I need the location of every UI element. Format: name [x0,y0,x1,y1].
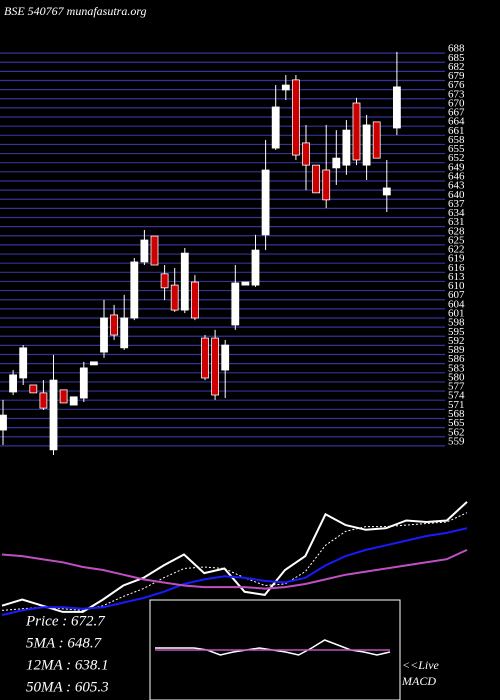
candle-body [0,414,7,431]
y-tick-label: 625 [448,234,465,246]
candle-body [302,142,310,166]
macd-label: <<Live [402,658,440,672]
candle-body [190,281,199,319]
candle-body [261,169,270,236]
y-tick-label: 685 [448,52,465,64]
y-tick-label: 661 [448,125,465,137]
y-tick-label: 565 [448,417,465,429]
candle-body [49,379,58,451]
info-text: Price : 672.7 [25,613,106,629]
y-tick-label: 610 [448,280,465,292]
candle-body [69,396,78,406]
y-tick-label: 673 [448,88,465,100]
y-tick-label: 622 [448,244,465,256]
y-tick-label: 667 [448,107,465,119]
candle-body [90,361,98,366]
y-tick-label: 664 [448,116,465,128]
candle-body [120,317,129,349]
candle-body [130,261,139,319]
candle-body [332,157,341,169]
y-tick-label: 682 [448,61,465,73]
y-tick-label: 631 [448,216,465,228]
y-tick-label: 562 [448,426,465,438]
candle-body [251,249,260,286]
y-tick-label: 580 [448,371,465,383]
info-text: 50MA : 605.3 [26,679,109,695]
y-tick-label: 586 [448,353,465,365]
info-text: 12MA : 638.1 [26,657,109,673]
y-tick-label: 598 [448,317,465,329]
candle-body [372,121,381,159]
candle-body [170,284,179,311]
candle-body [59,389,68,404]
y-tick-label: 574 [448,390,465,402]
y-tick-label: 652 [448,152,465,164]
y-tick-label: 595 [448,326,465,338]
y-tick-label: 658 [448,134,465,146]
y-tick-label: 559 [448,435,465,447]
y-tick-label: 634 [448,207,465,219]
y-tick-label: 679 [448,70,465,82]
y-tick-label: 571 [448,399,465,411]
candle-body [392,86,401,129]
y-tick-label: 637 [448,198,465,210]
y-tick-label: 613 [448,271,465,283]
candle-body [322,169,331,201]
y-tick-label: 583 [448,362,465,374]
candle-body [241,281,250,286]
y-tick-label: 676 [448,79,465,91]
candle-body [271,106,280,149]
y-tick-label: 640 [448,189,465,201]
indicator-line [1,527,468,616]
candle-body [9,374,18,393]
y-tick-label: 649 [448,161,465,173]
candle-body [140,239,149,263]
y-tick-label: 628 [448,225,465,237]
candle-body [201,337,209,379]
candle-body [150,235,159,266]
candle-body [211,337,220,396]
candle-body [79,367,88,399]
candle-body [29,384,38,394]
y-tick-label: 670 [448,97,465,109]
candle-body [39,392,48,409]
y-tick-label: 568 [448,408,465,420]
candle-body [160,273,169,289]
candle-body [342,129,351,166]
indicator-line [1,512,468,611]
candle-body [100,317,108,353]
y-tick-label: 601 [448,308,465,320]
candle-body [362,124,371,166]
y-tick-label: 688 [448,43,465,55]
candle-body [281,84,290,91]
y-tick-label: 607 [448,289,465,301]
y-tick-label: 577 [448,381,465,393]
y-tick-label: 592 [448,335,465,347]
candle-body [352,102,361,161]
y-tick-label: 604 [448,298,465,310]
chart-title: BSE 540767 munafasutra.org [4,4,147,18]
candle-body [291,79,300,156]
candle-body [180,252,189,311]
indicator-line [1,501,468,613]
macd-label: MACD [401,674,436,688]
candle-body [221,344,230,371]
info-text: 5MA : 648.7 [26,635,103,651]
y-tick-label: 619 [448,253,465,265]
candle-body [19,347,28,379]
y-tick-label: 646 [448,171,465,183]
y-tick-label: 643 [448,180,465,192]
candle-body [382,187,391,196]
y-tick-label: 655 [448,143,465,155]
y-tick-label: 616 [448,262,465,274]
candle-body [312,164,321,194]
candle-body [110,314,118,336]
candle-body [231,282,240,326]
indicator-line [1,548,468,590]
y-tick-label: 589 [448,344,465,356]
